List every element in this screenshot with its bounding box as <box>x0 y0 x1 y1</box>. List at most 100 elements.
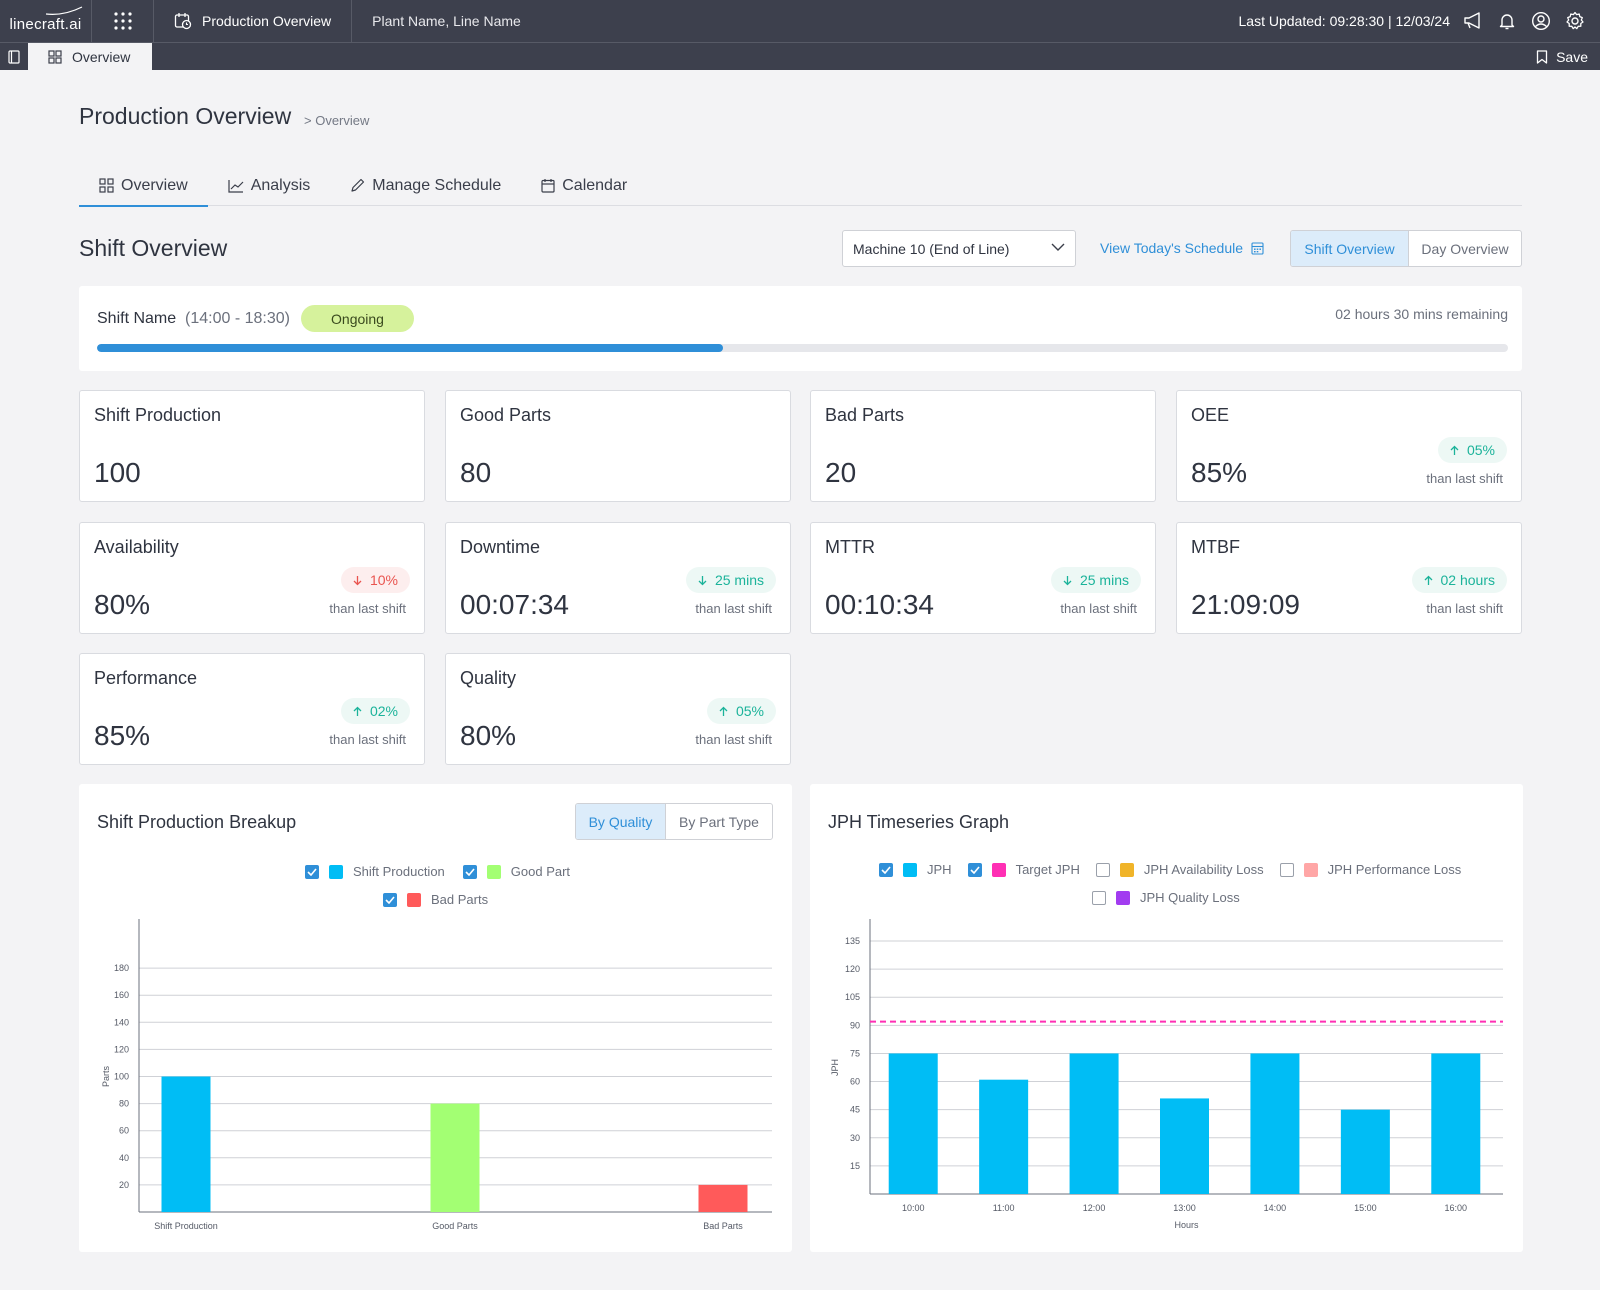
y-tick-label: 160 <box>114 990 129 1000</box>
legend-item-good-part[interactable]: Good Part <box>462 864 571 879</box>
tab-overview-label: Overview <box>121 176 188 194</box>
metric-card-mttr: MTTR 00:10:34 25 mins than last shift <box>810 522 1156 634</box>
checkbox-checked-icon <box>305 864 319 879</box>
logo-swoosh-icon <box>45 6 83 15</box>
legend-swatch <box>1303 862 1318 877</box>
metric-label: MTBF <box>1191 537 1240 557</box>
top-bar: linecraft.ai Production Overview Plant N… <box>0 0 1600 42</box>
x-tick-label: Good Parts <box>432 1221 478 1231</box>
tab-calendar[interactable]: Calendar <box>521 165 647 206</box>
tab-analysis-label: Analysis <box>250 176 311 194</box>
metric-card-availability: Availability 80% 10% than last shift <box>79 522 425 634</box>
tab-list-button[interactable] <box>0 43 28 70</box>
y-tick-label: 40 <box>119 1153 129 1163</box>
metric-card-quality: Quality 80% 05% than last shift <box>445 653 791 765</box>
module-title[interactable]: Production Overview <box>154 0 353 42</box>
machine-select[interactable]: Machine 10 (End of Line) <box>842 230 1076 267</box>
arrow-up-icon <box>719 706 728 716</box>
legend-label: JPH Quality Loss <box>1140 890 1240 905</box>
chart-legend-row-2: Bad Parts <box>383 892 488 907</box>
legend-label: JPH Performance Loss <box>1327 862 1462 877</box>
metric-card-bad-parts: Bad Parts 20 <box>810 390 1156 502</box>
legend-label: Good Part <box>510 864 571 879</box>
delta-value: 10% <box>369 572 398 588</box>
delta-value: 02 hours <box>1440 572 1495 588</box>
checkbox-unchecked-icon <box>1279 862 1294 877</box>
bar <box>1431 1053 1481 1194</box>
tab-analysis[interactable]: Analysis <box>208 165 331 206</box>
legend-item-bad-parts[interactable]: Bad Parts <box>383 892 488 907</box>
bar <box>430 1103 480 1212</box>
bar <box>888 1053 938 1194</box>
chart-legend-row-2: JPH Quality Loss <box>1092 890 1240 905</box>
tab-manage-schedule[interactable]: Manage Schedule <box>330 165 521 206</box>
settings-button[interactable] <box>1564 10 1586 32</box>
breakup-toggle: By Quality By Part Type <box>575 803 773 840</box>
metric-value: 85% <box>1191 457 1248 488</box>
apps-grid-icon <box>113 12 132 30</box>
shift-overview-option[interactable]: Shift Overview <box>1291 231 1409 266</box>
legend-item-availability-loss[interactable]: JPH Availability Loss <box>1095 862 1264 877</box>
legend-item-quality-loss[interactable]: JPH Quality Loss <box>1092 890 1240 905</box>
x-tick-label: 10:00 <box>902 1203 925 1213</box>
y-tick-label: 80 <box>119 1099 129 1109</box>
legend-label: JPH Availability Loss <box>1143 862 1264 877</box>
apps-grid-button[interactable] <box>92 0 154 42</box>
metric-value: 00:10:34 <box>825 589 934 620</box>
arrow-up-icon <box>1450 445 1459 455</box>
announcement-button[interactable] <box>1462 10 1484 32</box>
chevron-down-icon <box>1051 243 1065 251</box>
profile-button[interactable] <box>1530 10 1552 32</box>
workspace-tab-bar: Overview Save <box>0 42 1600 70</box>
checkbox-checked-icon <box>383 892 397 907</box>
day-overview-option[interactable]: Day Overview <box>1421 240 1509 257</box>
checkbox-unchecked-icon <box>1095 862 1110 877</box>
notifications-button[interactable] <box>1496 10 1518 32</box>
legend-label: Shift Production <box>353 864 445 879</box>
bar <box>1069 1053 1119 1194</box>
plant-line-name[interactable]: Plant Name, Line Name <box>372 13 521 29</box>
production-breakup-panel: Shift Production Breakup By Quality By P… <box>79 784 792 1252</box>
logo[interactable]: linecraft.ai <box>0 0 92 42</box>
breakup-bar-chart: 20 40 60 80 100 120 140 160 180 Parts Shift Produc… <box>101 919 772 1231</box>
legend-item-shift-production[interactable]: Shift Production <box>305 864 445 879</box>
delta-caption: than last shift <box>329 732 406 747</box>
bell-icon <box>1499 14 1515 30</box>
bar <box>1160 1098 1209 1194</box>
y-tick-label: 120 <box>845 964 860 974</box>
metric-value: 20 <box>825 457 857 488</box>
calendar-icon <box>1251 242 1264 255</box>
shift-overview-heading: Shift Overview <box>79 235 228 261</box>
y-axis-label: Parts <box>101 1066 111 1088</box>
metric-card-downtime: Downtime 00:07:34 25 mins than last shif… <box>445 522 791 634</box>
legend-swatch <box>407 892 421 907</box>
shift-time: (14:00 - 18:30) <box>185 310 290 327</box>
metric-value: 85% <box>94 720 151 751</box>
bar <box>979 1079 1029 1194</box>
time-remaining: 02 hours 30 mins remaining <box>1335 306 1508 322</box>
workspace-tab-overview[interactable]: Overview <box>28 43 152 70</box>
legend-swatch <box>1116 890 1130 905</box>
legend-item-target-jph[interactable]: Target JPH <box>967 862 1080 877</box>
delta-badge: 02 hours <box>1411 567 1507 593</box>
x-tick-label: 11:00 <box>993 1203 1015 1213</box>
tab-overview[interactable]: Overview <box>79 165 208 207</box>
y-tick-label: 45 <box>850 1105 860 1115</box>
legend-item-performance-loss[interactable]: JPH Performance Loss <box>1279 862 1462 877</box>
y-tick-label: 120 <box>114 1044 129 1054</box>
y-tick-label: 140 <box>114 1017 129 1027</box>
y-tick-label: 15 <box>850 1161 860 1171</box>
breadcrumb[interactable]: > Overview <box>304 113 370 128</box>
save-button[interactable]: Save <box>1536 43 1600 70</box>
legend-label: Bad Parts <box>431 892 489 907</box>
legend-item-jph[interactable]: JPH <box>879 862 952 877</box>
delta-badge: 02% <box>340 698 410 724</box>
logo-text: linecraft.ai <box>9 15 82 33</box>
x-tick-label: 16:00 <box>1445 1203 1468 1213</box>
delta-value: 02% <box>369 703 398 719</box>
by-part-type-option[interactable]: By Part Type <box>679 813 759 830</box>
delta-badge: 05% <box>1437 437 1507 463</box>
view-schedule-label: View Today's Schedule <box>1100 240 1244 256</box>
by-quality-option[interactable]: By Quality <box>576 804 666 839</box>
view-schedule-link[interactable]: View Today's Schedule <box>1100 240 1264 256</box>
